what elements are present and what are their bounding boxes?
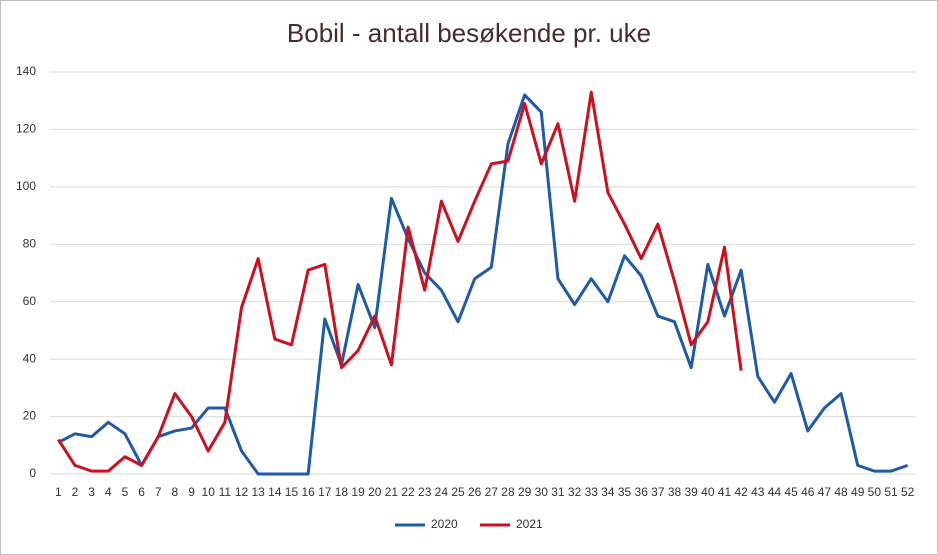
x-tick-label: 28 [501,485,515,499]
x-tick-label: 1 [55,485,62,499]
chart-title: Bobil - antall besøkende pr. uke [287,18,651,48]
x-tick-label: 40 [701,485,715,499]
x-tick-label: 14 [268,485,282,499]
x-tick-label: 39 [684,485,698,499]
x-tick-label: 42 [734,485,748,499]
y-tick-label: 20 [23,409,37,423]
x-tick-label: 52 [901,485,915,499]
x-tick-label: 7 [155,485,162,499]
x-tick-label: 19 [351,485,365,499]
x-tick-label: 34 [601,485,615,499]
x-tick-label: 9 [188,485,195,499]
y-tick-label: 0 [29,466,36,480]
x-tick-label: 33 [585,485,599,499]
x-tick-label: 21 [385,485,399,499]
x-tick-label: 44 [768,485,782,499]
y-tick-label: 140 [16,64,36,78]
x-tick-label: 38 [668,485,682,499]
x-tick-label: 23 [418,485,432,499]
y-tick-label: 120 [16,122,36,136]
x-tick-label: 16 [301,485,315,499]
legend-label: 2020 [431,517,458,531]
x-tick-label: 31 [551,485,565,499]
legend-label: 2021 [516,517,543,531]
x-tick-label: 10 [202,485,216,499]
x-tick-label: 32 [568,485,582,499]
x-tick-label: 5 [122,485,129,499]
x-tick-label: 49 [851,485,865,499]
x-tick-label: 13 [251,485,265,499]
x-tick-label: 11 [219,485,232,499]
y-tick-label: 80 [23,236,37,250]
x-tick-label: 20 [368,485,382,499]
x-tick-label: 18 [335,485,349,499]
x-tick-label: 46 [801,485,815,499]
x-tick-label: 47 [818,485,832,499]
line-series [57,90,743,473]
x-tick-label: 37 [651,485,665,499]
x-tick-label: 50 [868,485,882,499]
x-tick-label: 41 [718,485,732,499]
x-tick-label: 27 [485,485,499,499]
line-series [57,93,909,476]
x-tick-label: 35 [618,485,632,499]
x-tick-label: 30 [535,485,549,499]
x-tick-label: 48 [834,485,848,499]
x-tick-label: 36 [635,485,649,499]
x-tick-label: 43 [751,485,765,499]
x-tick-label: 3 [88,485,95,499]
y-tick-label: 100 [16,179,36,193]
y-tick-label: 60 [23,294,37,308]
x-tick-label: 51 [884,485,898,499]
x-tick-label: 26 [468,485,482,499]
x-tick-label: 12 [235,485,249,499]
x-tick-label: 22 [401,485,415,499]
x-tick-label: 15 [285,485,299,499]
x-tick-label: 24 [435,485,449,499]
x-tick-label: 29 [518,485,532,499]
x-tick-label: 2 [72,485,79,499]
x-tick-label: 8 [172,485,179,499]
x-tick-label: 4 [105,485,112,499]
x-tick-label: 25 [451,485,465,499]
y-tick-label: 40 [23,351,37,365]
x-tick-label: 6 [138,485,145,499]
x-tick-label: 45 [784,485,798,499]
x-tick-label: 17 [318,485,332,499]
